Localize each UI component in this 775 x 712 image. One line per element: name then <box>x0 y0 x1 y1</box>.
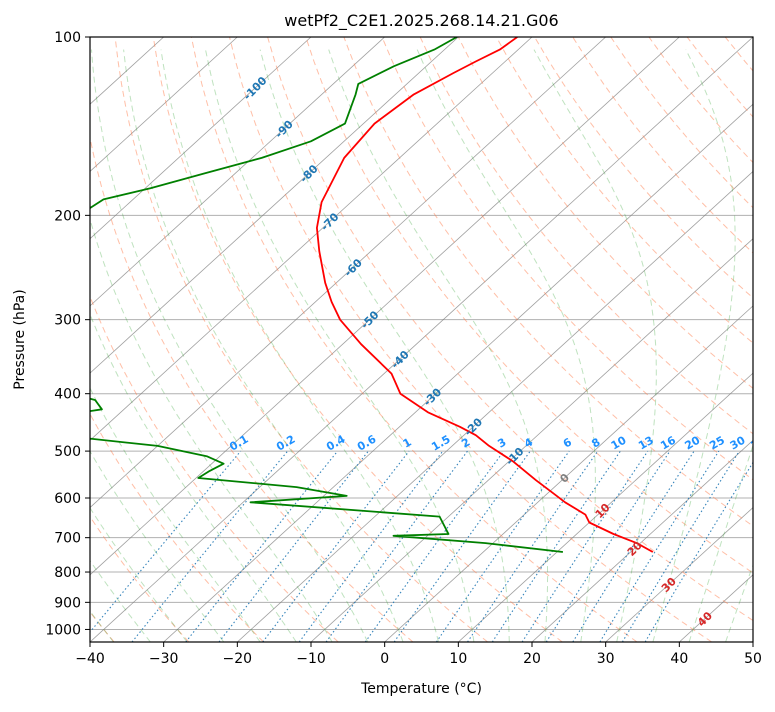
moist-adiabat <box>90 313 297 642</box>
x-tick-label: 10 <box>449 651 467 667</box>
moist-adiabats <box>90 49 753 642</box>
isotherm-line <box>90 37 753 642</box>
mixing-ratio-line <box>545 450 671 642</box>
y-tick-label: 600 <box>54 491 81 507</box>
mixing-ratio-line <box>572 450 695 642</box>
dry-adiabat <box>90 135 414 642</box>
dry-adiabat <box>419 37 753 435</box>
x-tick-label: −20 <box>223 651 253 667</box>
moist-adiabat <box>416 49 596 642</box>
moist-adiabat <box>123 49 404 642</box>
isotherm-line <box>90 37 238 172</box>
mixing-ratio-line <box>325 450 468 642</box>
x-axis-label: Temperature (°C) <box>360 681 482 697</box>
x-axis-ticks: −40 −30 −20 −10 0 10 20 30 40 50 <box>75 642 762 667</box>
dry-adiabat <box>495 37 753 344</box>
moist-adiabat <box>90 387 261 642</box>
dry-adiabat <box>229 37 712 642</box>
y-tick-label: 700 <box>54 531 81 547</box>
mixing-ratio-line <box>521 450 649 642</box>
mixing-ratio-line <box>364 450 505 642</box>
isotherm-line <box>90 37 533 441</box>
plot-frame <box>89 36 754 643</box>
dry-adiabat <box>343 37 753 527</box>
temperature-trace <box>315 37 654 553</box>
y-tick-label: 200 <box>54 208 81 224</box>
x-tick-label: 20 <box>523 651 541 667</box>
dry-adiabat <box>190 37 638 642</box>
y-tick-label: 300 <box>54 313 81 329</box>
isotherm-line <box>384 305 753 642</box>
dry-adiabat <box>381 37 753 481</box>
isotherm-line <box>605 507 753 642</box>
isotherm-line <box>90 37 459 374</box>
dry-adiabat <box>305 37 753 574</box>
x-tick-label: −40 <box>75 651 105 667</box>
mixing-ratio-line <box>435 450 570 642</box>
y-tick-label: 1000 <box>45 622 81 638</box>
isotherm-line <box>237 170 753 642</box>
y-tick-label: 800 <box>54 565 81 581</box>
isotherm-line <box>458 372 753 642</box>
mixing-ratio-label: 36 <box>748 433 768 452</box>
dewpoint-trace <box>90 37 564 553</box>
y-axis-label: Pressure (hPa) <box>12 289 28 389</box>
x-tick-label: 40 <box>670 651 688 667</box>
plot-area: -100-90-80-70-60-50-40-30-20-10010203040… <box>90 37 768 642</box>
moist-adiabat <box>90 450 225 642</box>
y-axis-ticks: 100 200 300 400 500 600 700 800 900 1000 <box>45 30 90 638</box>
mixing-ratio-line <box>262 450 410 642</box>
dry-adiabat <box>267 37 753 622</box>
isotherm-line <box>90 37 680 576</box>
isotherm-line <box>90 37 385 307</box>
mixing-ratio-line <box>393 450 531 642</box>
isotherm-line <box>531 439 753 642</box>
mixing-ratio-line <box>491 450 621 642</box>
x-tick-label: 0 <box>380 651 389 667</box>
moist-adiabat <box>688 444 753 642</box>
y-tick-label: 500 <box>54 444 81 460</box>
mixing-ratio-line <box>131 450 289 642</box>
x-tick-label: −30 <box>149 651 179 667</box>
mixing-ratio-line <box>90 450 242 633</box>
x-tick-label: 50 <box>744 651 762 667</box>
mixing-ratio-lines <box>90 450 753 642</box>
isotherm-line <box>163 103 753 642</box>
moist-adiabat <box>90 217 333 642</box>
moist-adiabat <box>91 49 369 642</box>
y-tick-label: 400 <box>54 387 81 403</box>
dry-adiabat <box>534 37 753 299</box>
moist-adiabat <box>652 49 736 642</box>
moist-adiabat <box>205 49 475 642</box>
moist-adiabat <box>328 49 549 642</box>
dry-adiabat <box>90 412 264 642</box>
chart-title: wetPf2_C2E1.2025.268.14.21.G06 <box>284 11 558 31</box>
mixing-ratio-line <box>467 450 599 642</box>
mixing-ratio-line <box>185 450 339 642</box>
dry-adiabat <box>152 37 563 642</box>
mixing-ratio-line <box>621 450 740 642</box>
dry-adiabat <box>457 37 753 389</box>
sounding-traces <box>90 37 654 553</box>
moist-adiabat <box>160 49 439 642</box>
isotherm-lines <box>90 37 753 642</box>
isotherm-line <box>310 238 753 642</box>
isotherm-line <box>90 37 606 509</box>
dry-adiabat <box>90 515 190 642</box>
y-tick-label: 100 <box>54 30 81 46</box>
dry-adiabat <box>114 37 488 642</box>
moist-adiabat <box>533 49 657 642</box>
x-tick-label: −10 <box>296 651 326 667</box>
mixing-ratio-line <box>298 450 444 642</box>
isotherm-line <box>90 37 312 240</box>
moist-adiabat <box>259 49 510 642</box>
x-tick-label: 30 <box>597 651 615 667</box>
dry-adiabats <box>90 37 753 642</box>
y-tick-label: 900 <box>54 595 81 611</box>
